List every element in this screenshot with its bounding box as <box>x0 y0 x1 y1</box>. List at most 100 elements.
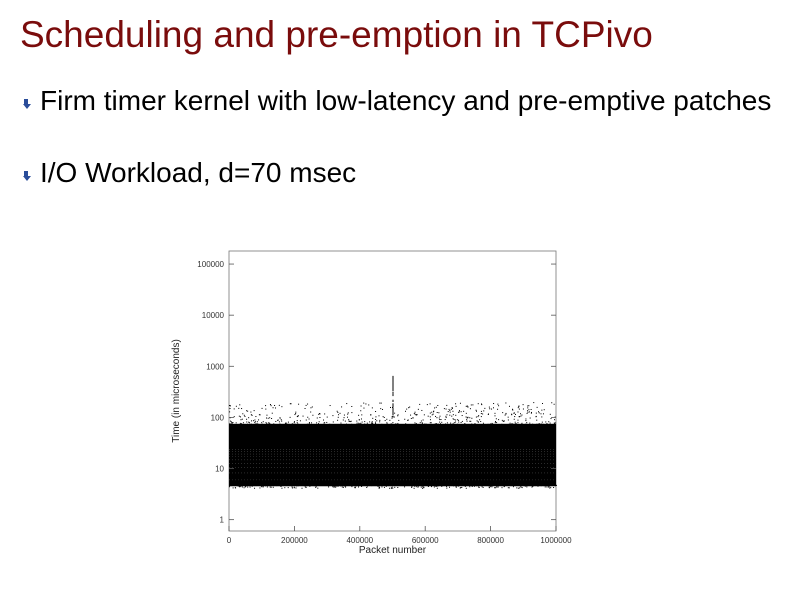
data-point <box>508 405 510 407</box>
data-point <box>477 421 479 423</box>
data-point <box>495 486 497 488</box>
data-point <box>541 416 543 418</box>
data-point <box>476 420 478 422</box>
data-point <box>261 486 263 488</box>
data-point <box>381 486 383 488</box>
data-point <box>488 486 490 488</box>
bullet-text: Firm timer kernel with low-latency and p… <box>40 85 772 116</box>
data-point <box>259 414 261 416</box>
data-point <box>513 412 515 414</box>
data-point <box>365 403 367 405</box>
data-point <box>529 417 531 419</box>
data-point <box>526 410 528 412</box>
data-point <box>517 422 519 424</box>
data-point <box>422 486 424 488</box>
data-point <box>272 407 274 409</box>
data-point <box>521 422 523 424</box>
data-point <box>411 486 413 488</box>
data-point <box>417 408 419 410</box>
data-point <box>457 423 459 425</box>
data-point <box>517 487 519 489</box>
data-point <box>458 411 460 413</box>
data-point <box>439 423 441 425</box>
data-point <box>536 406 538 408</box>
data-point <box>490 486 492 488</box>
data-point <box>276 484 278 486</box>
data-point <box>525 420 527 422</box>
data-point <box>329 405 331 407</box>
data-point <box>269 486 271 488</box>
data-point <box>254 421 256 423</box>
data-point <box>471 423 473 425</box>
data-point <box>242 422 244 424</box>
data-point <box>358 486 360 488</box>
data-point <box>404 410 406 412</box>
data-point <box>490 423 492 425</box>
data-point <box>535 412 537 414</box>
data-point <box>295 487 297 489</box>
data-point <box>316 484 318 486</box>
plot-frame <box>228 250 557 532</box>
data-point-spike <box>392 408 394 410</box>
data-point <box>233 416 235 418</box>
data-point <box>514 416 516 418</box>
data-point <box>518 408 520 410</box>
data-point <box>414 413 416 415</box>
data-point <box>433 410 435 412</box>
data-point <box>551 402 553 404</box>
data-point <box>438 412 440 414</box>
data-point <box>351 405 353 407</box>
data-point <box>386 422 388 424</box>
data-point <box>410 417 412 419</box>
data-point <box>482 422 484 424</box>
data-point <box>294 414 296 416</box>
data-point <box>515 423 517 425</box>
data-point <box>229 405 231 407</box>
data-point <box>475 416 477 418</box>
data-point <box>361 414 363 416</box>
data-point <box>356 420 358 422</box>
data-point <box>446 414 448 416</box>
data-point <box>305 487 307 489</box>
arrow-bullet-icon <box>23 171 31 181</box>
x-tick-label: 0 <box>227 536 232 545</box>
data-point <box>466 420 468 422</box>
data-point <box>287 421 289 423</box>
data-point <box>347 412 349 414</box>
data-point <box>427 485 429 487</box>
data-point <box>508 423 510 425</box>
data-point <box>522 404 524 406</box>
data-point <box>492 423 494 425</box>
data-point <box>419 403 421 405</box>
data-point <box>445 408 447 410</box>
data-point <box>270 405 272 407</box>
data-point <box>332 415 334 417</box>
data-point <box>296 420 298 422</box>
data-point <box>458 411 460 413</box>
data-point <box>504 414 506 416</box>
data-point <box>286 423 288 425</box>
data-point <box>336 485 338 487</box>
data-point <box>420 420 422 422</box>
data-point <box>332 486 334 488</box>
data-point <box>256 421 258 423</box>
data-point <box>261 407 263 409</box>
data-point <box>268 422 270 424</box>
data-point <box>241 408 243 410</box>
data-point <box>415 484 417 486</box>
data-point <box>491 408 493 410</box>
data-point <box>536 419 538 421</box>
data-point <box>280 485 282 487</box>
data-point <box>343 414 345 416</box>
data-point <box>271 418 273 420</box>
data-point <box>378 486 380 488</box>
x-tick-label: 400000 <box>346 536 373 545</box>
data-point <box>230 420 232 422</box>
data-point <box>309 485 311 487</box>
data-point <box>446 404 448 406</box>
data-point <box>434 407 436 409</box>
data-point <box>466 419 468 421</box>
data-point-spike <box>392 377 394 379</box>
data-point <box>447 411 449 413</box>
data-point <box>433 423 435 425</box>
